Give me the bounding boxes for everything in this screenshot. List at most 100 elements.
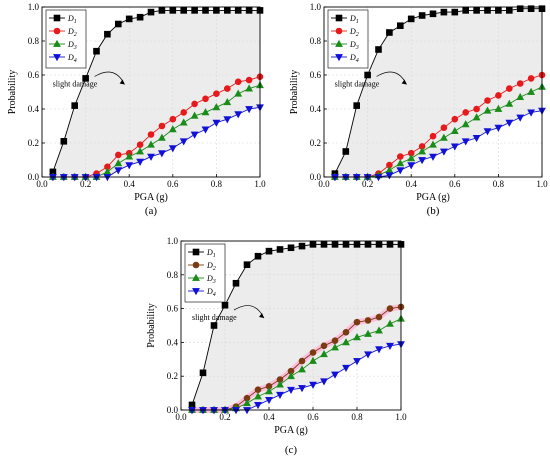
legend: D1 D2 D3 D4 <box>327 9 369 69</box>
data-point <box>245 84 254 92</box>
y-tick-label: 0.8 <box>167 270 179 280</box>
legend-box <box>184 243 226 303</box>
x-tick-label: 0.0 <box>175 412 187 422</box>
data-point <box>254 252 262 260</box>
data-point <box>331 371 339 379</box>
legend-marker <box>192 273 200 281</box>
damage-region-shade <box>334 7 542 177</box>
data-point <box>484 97 491 104</box>
data-point <box>232 407 240 415</box>
x-tick-label: 0.8 <box>351 412 363 422</box>
data-point <box>254 402 262 410</box>
data-point <box>375 326 383 334</box>
legend-marker <box>53 39 61 47</box>
data-point <box>320 378 328 386</box>
data-point <box>223 97 232 106</box>
y-tick-label: 0.8 <box>310 36 322 46</box>
data-point <box>221 301 229 309</box>
data-point <box>461 120 470 128</box>
data-point <box>450 143 459 151</box>
x-tick-label: 0.2 <box>219 412 230 422</box>
data-point <box>234 89 243 97</box>
data-point <box>352 174 361 182</box>
data-point <box>191 7 198 14</box>
data-point <box>516 114 525 122</box>
y-axis-title: Probability <box>7 70 18 114</box>
x-tick-label: 0.4 <box>263 412 275 422</box>
data-point <box>429 10 437 18</box>
data-point <box>180 109 187 116</box>
data-point <box>375 241 383 248</box>
data-point <box>472 113 481 121</box>
data-point <box>190 131 199 139</box>
data-point <box>320 350 328 358</box>
y-tick-label: 0.6 <box>28 70 40 80</box>
legend-label: D4 <box>67 53 77 64</box>
data-point <box>375 46 382 53</box>
data-point <box>429 153 437 161</box>
data-point <box>451 115 459 123</box>
arrow-head <box>259 313 264 319</box>
data-point <box>136 13 144 21</box>
data-point <box>168 125 177 133</box>
data-point <box>125 15 133 23</box>
data-point <box>298 385 306 393</box>
data-point <box>276 380 284 388</box>
legend-label: D1 <box>206 248 216 259</box>
data-point <box>60 138 68 145</box>
data-point <box>353 333 361 341</box>
chart-panel-c: 0.0 0.2 0.4 0.6 0.8 1.0 0.0 0.2 0.4 0.6 0.8 1.0 PGA … <box>146 236 407 456</box>
data-point <box>407 154 416 162</box>
data-point <box>495 7 502 14</box>
chart-panel-b: 0.0 0.2 0.4 0.6 0.8 1.0 0.0 0.2 0.4 0.6 0.8 1.0 PGA … <box>289 2 548 217</box>
data-point <box>364 71 371 79</box>
legend-box <box>327 9 369 69</box>
data-point <box>505 119 514 127</box>
legend-marker <box>192 288 200 296</box>
data-point <box>331 337 339 345</box>
data-point <box>462 7 470 14</box>
data-point <box>202 95 209 103</box>
data-point <box>342 338 350 346</box>
annotation-label: slight damage <box>192 313 237 322</box>
data-point <box>516 5 524 12</box>
x-tick-label: 0.6 <box>449 179 461 189</box>
data-point <box>439 148 448 156</box>
data-point <box>147 140 155 148</box>
data-point <box>353 102 361 109</box>
data-point <box>158 7 166 14</box>
legend-label: D1 <box>67 14 77 25</box>
x-tick-label: 1.0 <box>395 412 407 422</box>
data-point <box>309 349 317 356</box>
data-point <box>48 174 57 182</box>
data-point <box>232 279 240 287</box>
panel-label: (b) <box>427 205 440 217</box>
y-tick-label: 1.0 <box>28 2 40 12</box>
legend-label: D2 <box>206 261 216 272</box>
data-point <box>243 399 251 407</box>
data-point <box>472 135 481 143</box>
data-point <box>245 7 253 14</box>
x-axis-title: PGA (g) <box>274 425 308 436</box>
legend-label: D3 <box>67 40 77 51</box>
legend-item: D3 <box>188 273 216 285</box>
data-point <box>70 174 79 182</box>
x-tick-label: 1.0 <box>254 179 266 189</box>
y-tick-label: 0.2 <box>310 138 321 148</box>
data-point <box>440 124 448 131</box>
data-point <box>245 106 254 114</box>
data-point <box>516 80 524 87</box>
data-point <box>234 7 242 14</box>
data-point <box>342 364 350 372</box>
data-point <box>494 124 503 132</box>
data-point <box>484 7 491 14</box>
x-tick-label: 0.6 <box>307 412 319 422</box>
data-point <box>125 162 134 170</box>
data-point <box>234 78 242 86</box>
data-point <box>210 407 218 415</box>
data-point <box>136 147 145 155</box>
legend-item: D1 <box>49 14 77 25</box>
data-point <box>224 7 231 14</box>
legend-label: D3 <box>349 40 359 51</box>
